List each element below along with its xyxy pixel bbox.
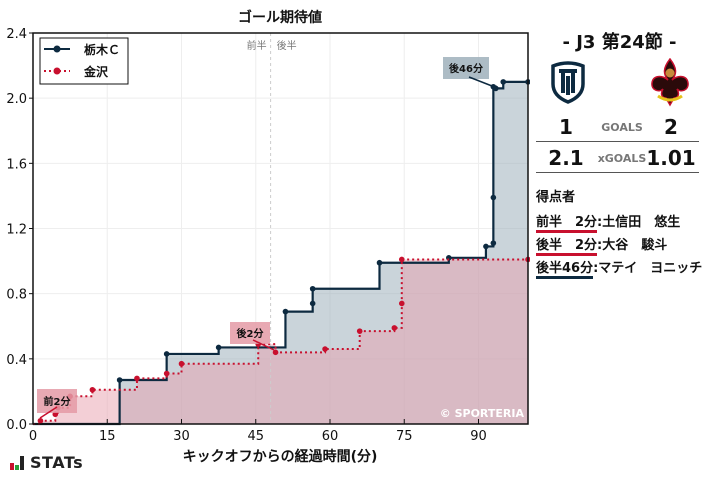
- home-shot-marker: [483, 243, 489, 250]
- home-shot-marker: [500, 79, 507, 85]
- stats-brand-logo: STATs: [10, 453, 84, 472]
- away-xg-line: [33, 258, 528, 425]
- goal-annotation-box: [443, 57, 489, 79]
- x-tick-label: 30: [173, 429, 190, 444]
- away-team-logo-icon: [651, 58, 689, 107]
- away-xgoals: 1.01: [646, 146, 696, 170]
- scorer-name: マテイ ヨニッチ: [598, 261, 703, 276]
- goal-annotation-pointer: [39, 406, 58, 419]
- scorer-name: 土信田 悠生: [602, 215, 681, 230]
- y-tick-label: 2.0: [6, 92, 27, 107]
- home-goals: 1: [559, 115, 573, 139]
- away-shot-marker: [272, 349, 279, 356]
- xgoals-label: xGOALS: [597, 152, 647, 165]
- away-shot-marker: [89, 386, 96, 393]
- chart-title: ゴール期待値: [238, 9, 322, 26]
- home-shot-marker: [116, 377, 123, 383]
- x-tick-label: 75: [396, 429, 413, 444]
- scorer-item: 前半 2分:土信田 悠生: [536, 211, 680, 233]
- away-shot-marker: [37, 417, 44, 424]
- y-tick-label: 2.4: [6, 27, 27, 42]
- home-shot-marker: [309, 285, 316, 292]
- goal-annotation-box: [230, 322, 270, 344]
- home-team-logo-icon: [551, 61, 585, 104]
- match-title: - J3 第24節 -: [562, 32, 677, 53]
- y-tick-label: 1.2: [6, 223, 27, 238]
- x-tick-label: 90: [470, 429, 487, 444]
- home-shot-marker: [309, 300, 316, 307]
- away-goals: 2: [664, 115, 678, 139]
- scorer-name: 大谷 駿斗: [602, 238, 668, 253]
- scorers-title: 得点者: [536, 190, 576, 205]
- home-shot-marker: [490, 194, 497, 201]
- y-tick-label: 0.8: [6, 288, 27, 303]
- goal-annotation-box: [37, 389, 77, 413]
- scorer-time: 前半 2分: [536, 211, 598, 233]
- away-shot-marker: [178, 360, 185, 367]
- goal-annotation-pointer: [252, 339, 275, 351]
- goal-annotation-label: 後2分: [237, 327, 264, 340]
- away-shot-marker: [398, 256, 405, 263]
- match-summary-panel: - J3 第24節 - 1 GOALS 2 2.1 xGOALS 1.01 得点…: [532, 0, 707, 479]
- scorer-item: 後半46分:マテイ ヨニッチ: [536, 257, 702, 279]
- goal-annotation-pointer: [468, 76, 493, 87]
- legend-box: [39, 37, 129, 85]
- away-shot-marker: [391, 325, 398, 331]
- home-shot-marker: [282, 308, 289, 315]
- y-tick-label: 1.6: [6, 157, 27, 172]
- home-shot-marker: [163, 351, 170, 357]
- legend-label: 栃木Ｃ: [84, 42, 120, 57]
- x-axis-label: キックオフからの経過時間(分): [183, 448, 378, 465]
- home-shot-marker: [490, 240, 497, 246]
- y-tick-label: 0.0: [6, 418, 27, 433]
- scorer-item: 後半 2分:大谷 駿斗: [536, 234, 667, 256]
- legend-label: 金沢: [83, 64, 109, 79]
- away-shot-marker: [134, 375, 140, 382]
- home-xgoals: 2.1: [548, 146, 584, 170]
- scorer-time: 後半46分: [536, 257, 594, 279]
- away-shot-marker: [322, 346, 328, 352]
- home-shot-marker: [215, 344, 222, 351]
- watermark: © SPORTERIA: [440, 407, 525, 420]
- away-shot-marker: [163, 370, 170, 377]
- away-area-fill: [33, 259, 528, 424]
- away-shot-marker: [398, 300, 405, 307]
- goals-label: GOALS: [601, 121, 643, 134]
- brand-name: STATs: [30, 453, 84, 472]
- first-half-label: 前半: [247, 39, 267, 52]
- legend-marker: [53, 45, 61, 53]
- xgoals-row: 2.1 xGOALS 1.01: [536, 146, 699, 173]
- x-tick-label: 45: [247, 429, 264, 444]
- goal-annotation-label: 後46分: [449, 62, 483, 75]
- scorer-time: 後半 2分: [536, 234, 598, 256]
- bar-chart-icon: [10, 456, 24, 470]
- home-shot-marker: [376, 259, 383, 266]
- goals-row: 1 GOALS 2: [536, 115, 699, 142]
- legend-marker: [53, 67, 61, 75]
- x-tick-label: 15: [99, 429, 116, 444]
- second-half-label: 後半: [277, 39, 297, 52]
- y-tick-label: 0.4: [6, 353, 27, 368]
- home-shot-marker: [493, 85, 499, 92]
- away-shot-marker: [356, 328, 363, 334]
- x-tick-label: 0: [29, 429, 37, 444]
- goal-annotation-label: 前2分: [44, 395, 71, 408]
- x-tick-label: 60: [322, 429, 339, 444]
